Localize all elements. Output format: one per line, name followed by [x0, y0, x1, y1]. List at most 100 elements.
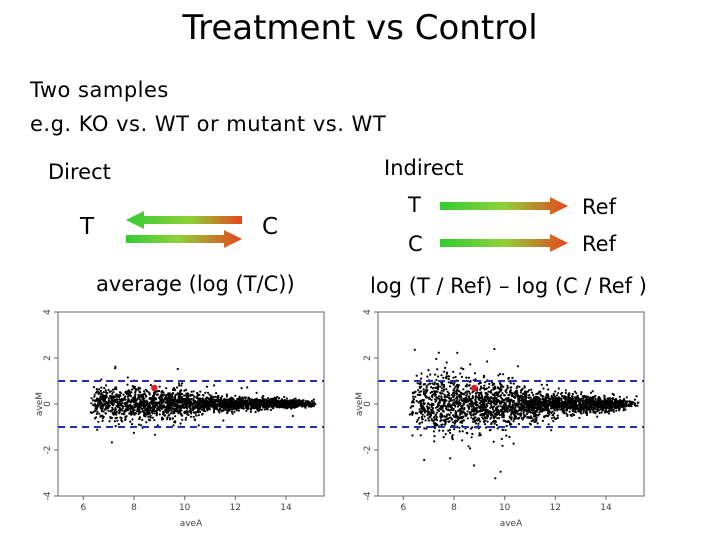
data-point: [482, 403, 485, 407]
data-point: [567, 398, 570, 401]
data-point: [571, 413, 574, 416]
data-point: [520, 409, 523, 412]
data-point: [454, 410, 457, 413]
data-point: [453, 381, 456, 384]
data-point: [275, 397, 278, 400]
data-point: [92, 399, 95, 402]
data-point: [443, 395, 446, 399]
data-point: [165, 407, 168, 410]
data-point: [434, 398, 437, 401]
data-point: [451, 435, 454, 438]
data-point: [419, 434, 422, 437]
data-point: [445, 399, 448, 402]
data-point: [105, 405, 108, 408]
data-point: [179, 395, 182, 398]
data-point: [423, 427, 426, 430]
data-point: [201, 405, 204, 408]
data-point: [536, 404, 539, 407]
data-point: [423, 458, 426, 461]
data-point: [474, 413, 477, 416]
data-point: [245, 405, 248, 408]
data-point: [598, 399, 601, 402]
data-point: [497, 387, 500, 390]
data-point: [442, 383, 446, 386]
data-point: [433, 392, 436, 395]
data-point: [478, 420, 482, 423]
data-point: [198, 410, 202, 413]
data-point: [597, 395, 600, 399]
data-point: [193, 395, 196, 398]
data-point: [103, 396, 107, 399]
data-point: [420, 412, 423, 415]
data-point: [554, 417, 557, 421]
data-point: [467, 399, 470, 402]
data-point: [499, 405, 502, 408]
data-point: [434, 390, 437, 393]
data-point: [483, 384, 486, 387]
data-point: [277, 401, 280, 404]
data-point: [428, 403, 431, 406]
x-tick-label: 14: [280, 503, 292, 513]
data-point: [426, 402, 429, 405]
data-point: [150, 400, 153, 403]
data-point: [174, 393, 178, 396]
data-point: [564, 391, 567, 394]
data-point: [205, 385, 209, 388]
data-point: [598, 401, 601, 404]
data-point: [124, 395, 127, 398]
data-point: [594, 397, 597, 401]
data-point: [122, 393, 125, 396]
data-point: [547, 407, 550, 410]
data-point: [127, 389, 130, 392]
data-point: [186, 407, 189, 410]
data-point: [147, 408, 150, 411]
data-point: [111, 403, 114, 406]
data-point: [170, 399, 173, 403]
data-point: [203, 402, 206, 405]
data-point: [478, 410, 481, 413]
data-point: [233, 404, 236, 407]
data-point: [607, 403, 610, 406]
data-point: [534, 418, 537, 421]
data-point: [506, 406, 509, 410]
data-point: [532, 413, 535, 416]
data-point: [245, 401, 248, 404]
data-point: [456, 379, 459, 382]
data-point: [102, 403, 105, 406]
data-point: [543, 415, 546, 418]
data-point: [576, 395, 579, 398]
data-point: [473, 372, 477, 375]
data-point: [147, 411, 150, 415]
data-point: [190, 390, 193, 393]
data-point: [133, 413, 136, 416]
data-point: [597, 398, 600, 401]
data-point: [416, 418, 419, 421]
data-point: [519, 391, 523, 394]
data-point: [170, 409, 173, 412]
data-point: [590, 399, 593, 402]
data-point: [104, 412, 107, 415]
data-point: [292, 400, 295, 403]
data-point: [161, 401, 165, 404]
data-point: [453, 394, 456, 397]
data-point: [102, 410, 105, 413]
data-point: [420, 377, 423, 380]
indirect-heading: Indirect: [384, 156, 464, 180]
data-point: [599, 406, 603, 409]
data-point: [156, 408, 159, 411]
data-point: [620, 400, 623, 403]
data-point: [555, 405, 558, 408]
y-tick-label: -2: [43, 446, 53, 455]
data-point: [115, 387, 118, 391]
data-point: [483, 408, 486, 411]
data-point: [172, 404, 176, 408]
data-point: [447, 392, 450, 395]
data-point: [127, 407, 130, 410]
data-point: [271, 398, 274, 401]
data-point: [261, 400, 264, 403]
data-point: [162, 411, 165, 414]
y-tick-label: 0: [363, 401, 373, 407]
data-point: [98, 412, 101, 415]
data-point: [593, 395, 596, 398]
data-point: [97, 398, 100, 401]
